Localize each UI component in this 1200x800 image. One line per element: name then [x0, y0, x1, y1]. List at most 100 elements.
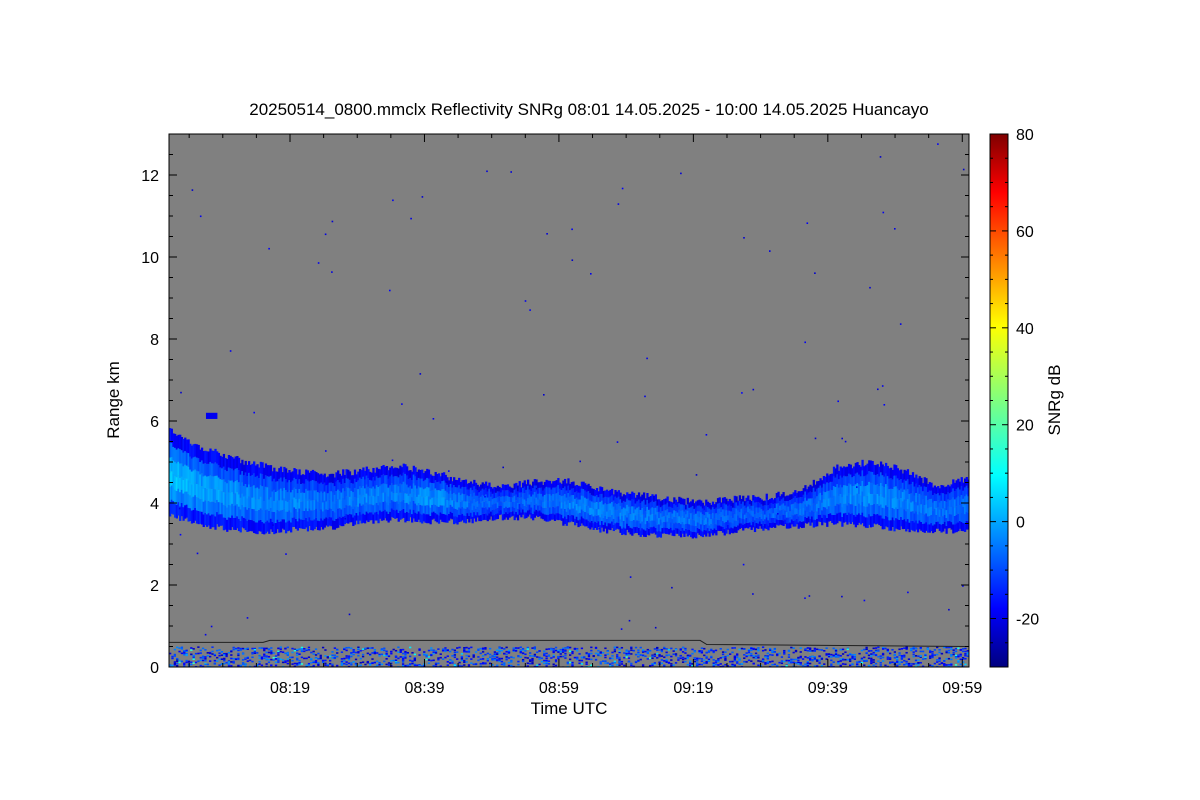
cloud-cell — [656, 531, 659, 538]
cloud-cell — [795, 492, 799, 499]
clutter-pixel — [251, 660, 254, 663]
cloud-cell — [251, 508, 254, 521]
clutter-pixel — [430, 659, 433, 662]
cloud-cell — [582, 489, 585, 497]
cloud-cell — [469, 487, 473, 494]
cloud-cell — [743, 510, 747, 515]
cloud-cell — [668, 512, 671, 518]
clutter-pixel — [378, 661, 381, 664]
cloud-cell — [842, 503, 846, 514]
cloud-cell — [526, 498, 530, 505]
cloud-cell — [769, 503, 772, 509]
cloud-cell — [708, 508, 711, 515]
clutter-pixel — [787, 662, 791, 664]
clutter-pixel — [938, 659, 941, 661]
clutter-pixel — [792, 661, 795, 664]
clutter-pixel — [319, 654, 322, 657]
cloud-cell — [940, 508, 943, 517]
cloud-cell — [353, 506, 357, 516]
cloud-cell — [343, 491, 347, 500]
cloud-cell — [187, 453, 190, 467]
cloud-cell — [690, 513, 693, 520]
cloud-cell — [616, 497, 619, 505]
clutter-pixel — [281, 659, 285, 661]
clutter-pixel — [571, 665, 574, 667]
cloud-cell — [659, 513, 663, 520]
cloud-cell — [212, 489, 215, 502]
noise-speck — [654, 626, 657, 629]
clutter-pixel — [773, 663, 777, 666]
cloud-cell — [379, 502, 382, 511]
cloud-cell — [219, 490, 222, 503]
clutter-pixel — [561, 648, 565, 651]
cloud-cell — [542, 490, 545, 497]
cloud-cell — [296, 502, 300, 512]
cloud-cell — [906, 519, 910, 530]
cloud-cell — [876, 464, 879, 475]
noise-speck — [617, 203, 620, 205]
clutter-pixel — [752, 656, 755, 659]
cloud-cell — [649, 527, 652, 534]
cloud-cell — [409, 501, 412, 510]
cloud-cell — [765, 493, 768, 500]
clutter-pixel — [540, 660, 544, 663]
cloud-cell — [913, 477, 916, 487]
clutter-pixel — [689, 660, 692, 663]
clutter-pixel — [759, 660, 762, 663]
cloud-cell — [856, 472, 859, 484]
clutter-pixel — [557, 649, 560, 652]
cloud-cell — [789, 499, 792, 506]
clutter-pixel — [914, 665, 918, 667]
clutter-pixel — [905, 663, 908, 666]
clutter-pixel — [538, 658, 541, 660]
clutter-pixel — [552, 651, 555, 654]
clutter-pixel — [413, 657, 417, 660]
clutter-pixel — [434, 652, 438, 654]
cloud-cell — [890, 499, 893, 510]
cloud-cell — [570, 482, 573, 489]
noise-speck — [484, 495, 486, 498]
clutter-pixel — [731, 665, 734, 667]
cloud-cell — [335, 481, 338, 491]
cloud-cell — [945, 502, 948, 511]
cloud-cell — [678, 529, 681, 536]
cloud-cell — [402, 472, 405, 482]
cloud-cell — [303, 492, 306, 502]
cloud-cell — [938, 509, 942, 517]
clutter-pixel — [303, 650, 306, 653]
cloud-cell — [412, 465, 415, 475]
cloud-cell — [222, 479, 226, 493]
cloud-cell — [730, 516, 733, 523]
clutter-pixel — [613, 660, 617, 663]
cloud-cell — [232, 494, 236, 507]
clutter-pixel — [178, 659, 181, 662]
cloud-cell — [347, 469, 350, 479]
clutter-pixel — [270, 649, 273, 652]
clutter-pixel — [613, 646, 617, 649]
x-tick-label: 08:19 — [270, 680, 310, 697]
cloud-cell — [459, 501, 463, 509]
cloud-cell — [706, 507, 710, 513]
cloud-cell — [249, 464, 252, 476]
clutter-pixel — [606, 662, 609, 664]
cloud-cell — [890, 478, 893, 489]
clutter-pixel — [378, 663, 381, 666]
cloud-cell — [207, 463, 210, 477]
clutter-pixel — [453, 649, 457, 652]
clutter-pixel — [185, 654, 188, 656]
clutter-pixel — [639, 654, 642, 656]
cloud-cell — [565, 511, 568, 519]
cloud-cell — [859, 495, 863, 506]
clutter-pixel — [665, 658, 668, 661]
clutter-pixel — [900, 654, 904, 657]
cloud-cell — [236, 516, 239, 529]
noise-speck — [199, 215, 202, 218]
clutter-pixel — [434, 662, 438, 665]
cloud-cell — [753, 502, 757, 509]
cloud-cell — [469, 500, 473, 507]
clutter-pixel — [874, 647, 878, 649]
clutter-pixel — [745, 652, 748, 654]
clutter-pixel — [929, 649, 932, 652]
cloud-cell — [817, 501, 821, 509]
cloud-cell — [780, 494, 784, 500]
